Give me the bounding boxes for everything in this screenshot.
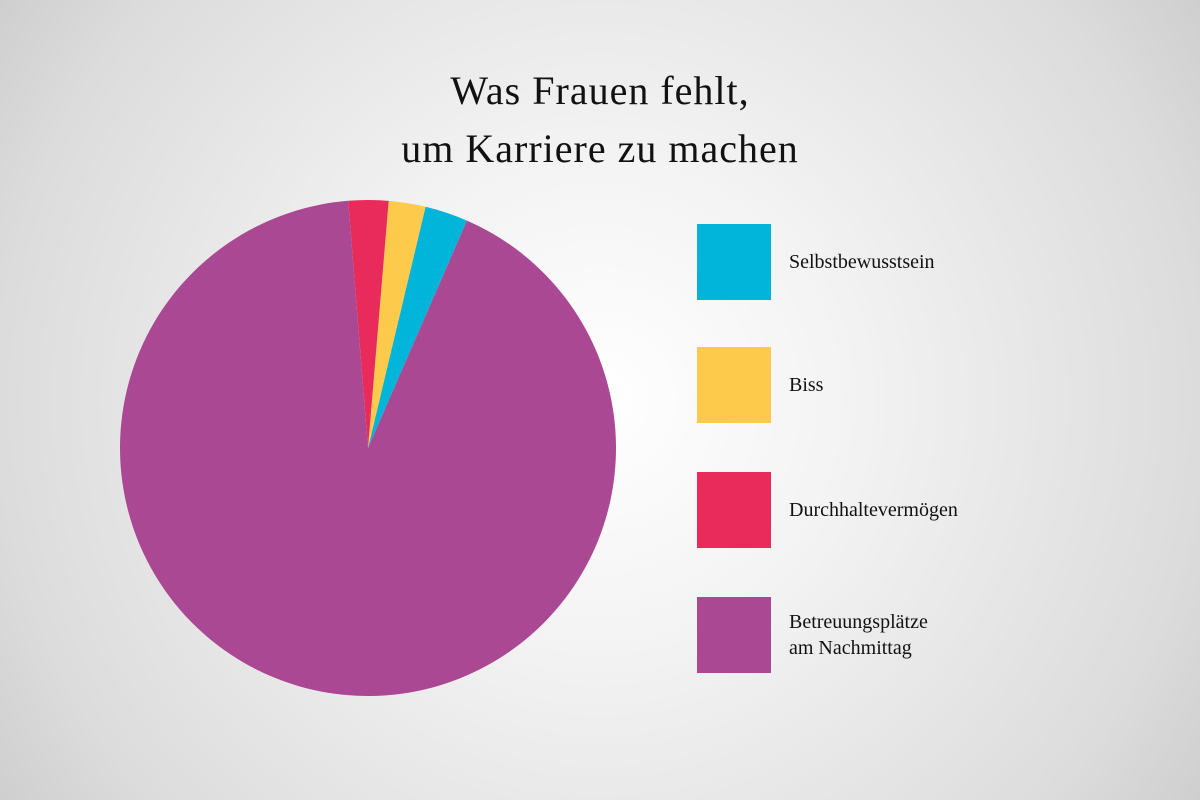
legend-swatch — [697, 472, 771, 548]
legend-swatch — [697, 224, 771, 300]
legend-label: Biss — [789, 374, 824, 396]
legend-swatch — [697, 597, 771, 673]
chart-title: Was Frauen fehlt, um Karriere zu machen — [401, 68, 799, 171]
legend-label: Durchhaltevermögen — [789, 499, 958, 521]
pie-slice — [120, 200, 617, 696]
pie-slice — [368, 200, 426, 448]
pie-slice — [348, 200, 389, 448]
legend-swatch — [697, 347, 771, 423]
legend-label: Selbstbewusstsein — [789, 251, 935, 273]
pie-slice — [368, 206, 467, 448]
legend-label: Betreuungsplätze am Nachmittag — [789, 611, 928, 659]
